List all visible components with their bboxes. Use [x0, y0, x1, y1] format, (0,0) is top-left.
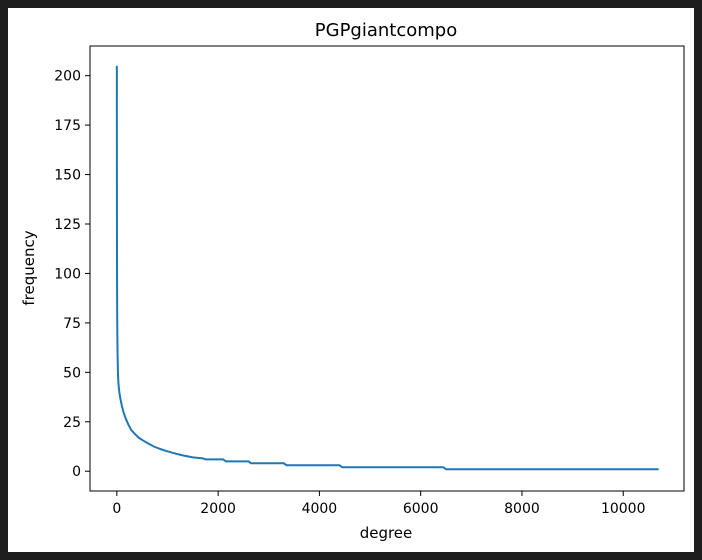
axes-frame: [89, 45, 685, 492]
y-tick-label: 125: [54, 217, 81, 233]
chart-frame: PGPgiantcompo 0 2000 4000 6000 8000 10000 0 25…: [8, 8, 694, 552]
y-tick-label: 50: [63, 365, 81, 381]
y-tick-label: 100: [54, 266, 81, 282]
line-chart: PGPgiantcompo 0 2000 4000 6000 8000 10000 0 25…: [20, 20, 685, 542]
x-axis-ticks: 0 2000 4000 6000 8000 10000: [112, 491, 646, 517]
y-axis-label: frequency: [20, 230, 38, 305]
y-tick-label: 0: [72, 464, 81, 480]
x-tick-label: 10000: [601, 501, 646, 517]
x-tick-label: 2000: [200, 501, 236, 517]
y-tick-label: 75: [63, 316, 81, 332]
series-line-0: [115, 65, 659, 471]
y-tick-label: 200: [54, 69, 81, 85]
y-tick-label: 175: [54, 118, 81, 134]
x-axis-label: degree: [360, 524, 413, 542]
y-axis-ticks: 0 25 50 75 100 125 150 175 200: [54, 69, 90, 480]
plot-area: [115, 65, 659, 471]
x-tick-label: 0: [112, 501, 121, 517]
y-tick-label: 25: [63, 415, 81, 431]
x-tick-label: 8000: [504, 501, 540, 517]
x-tick-label: 4000: [302, 501, 338, 517]
y-tick-label: 150: [54, 168, 81, 184]
x-tick-label: 6000: [403, 501, 439, 517]
chart-title: PGPgiantcompo: [315, 20, 457, 41]
